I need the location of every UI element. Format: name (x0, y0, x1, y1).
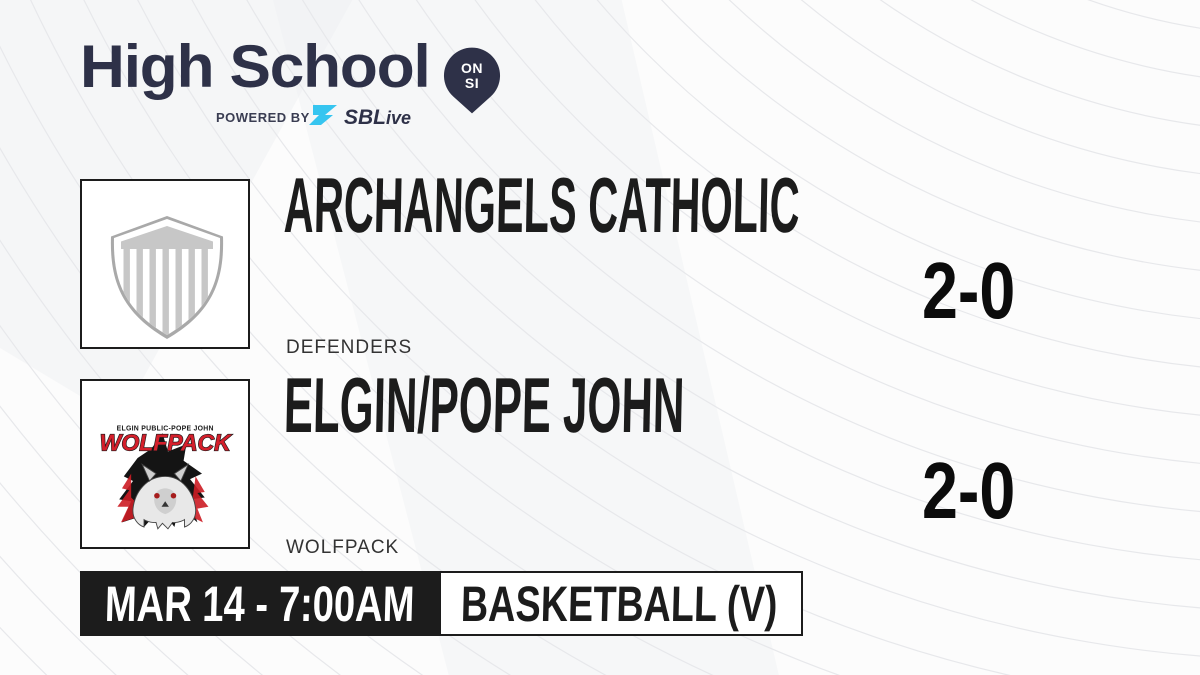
svg-text:SBLive: SBLive (344, 106, 411, 129)
svg-text:ON: ON (461, 60, 483, 76)
svg-text:SI: SI (465, 75, 479, 91)
svg-text:WOLFPACK: WOLFPACK (100, 430, 233, 456)
